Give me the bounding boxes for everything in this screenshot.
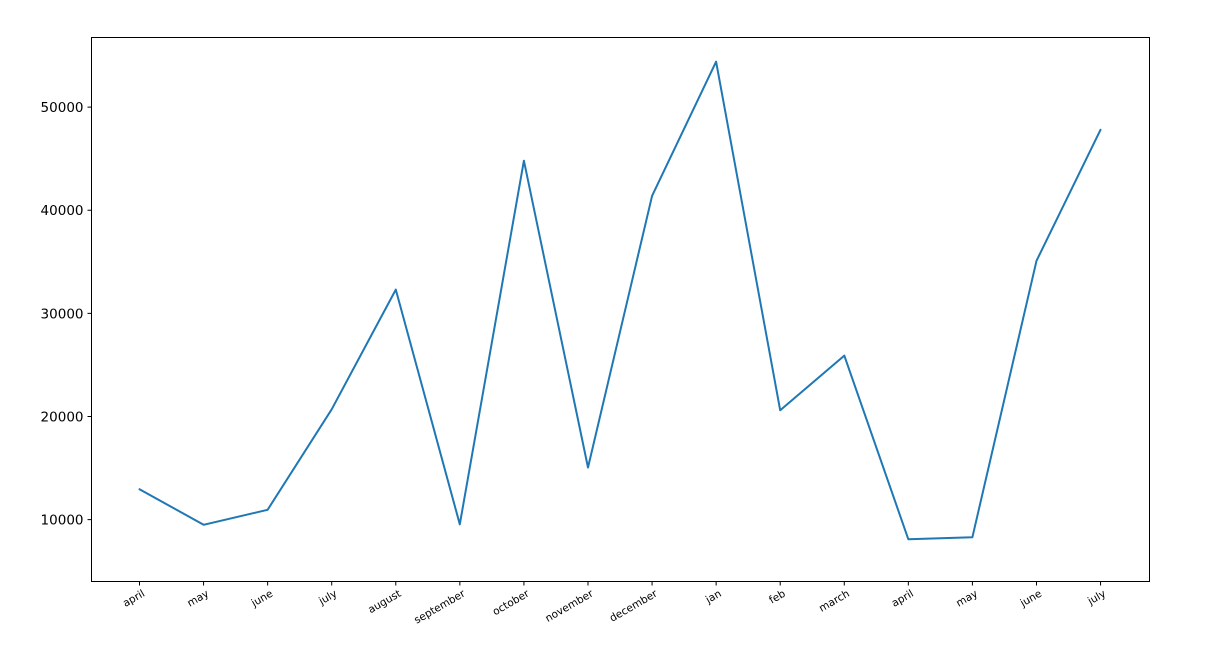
plot-area-frame xyxy=(91,37,1150,582)
y-axis: 10000 20000 30000 40000 50000 xyxy=(41,100,92,529)
x-tick-label: november xyxy=(543,587,596,624)
x-tick-label: december xyxy=(608,587,661,624)
x-tick-label: june xyxy=(249,588,276,610)
x-tick-label: may xyxy=(185,588,211,610)
y-tick-label: 20000 xyxy=(41,409,84,425)
x-tick-label: september xyxy=(412,587,468,626)
x-axis: april may june july august september october no… xyxy=(121,581,1108,627)
x-tick-label: july xyxy=(316,588,339,608)
series-line xyxy=(138,60,1102,541)
y-tick-label: 30000 xyxy=(41,306,84,322)
y-tick-label: 40000 xyxy=(41,203,84,219)
x-tick-label: august xyxy=(366,588,403,616)
x-tick-label: april xyxy=(890,588,916,610)
x-tick-label: feb xyxy=(767,588,788,607)
x-tick-label: june xyxy=(1017,588,1044,610)
y-tick-label: 10000 xyxy=(41,513,84,529)
x-tick-label: october xyxy=(491,587,532,618)
x-tick-label: april xyxy=(121,588,147,610)
y-tick-label: 50000 xyxy=(41,100,84,116)
x-tick-label: may xyxy=(954,588,980,610)
series-layer xyxy=(138,60,1102,541)
x-tick-label: july xyxy=(1085,588,1108,608)
x-tick-label: march xyxy=(817,588,852,615)
x-tick-label: jan xyxy=(703,588,724,607)
